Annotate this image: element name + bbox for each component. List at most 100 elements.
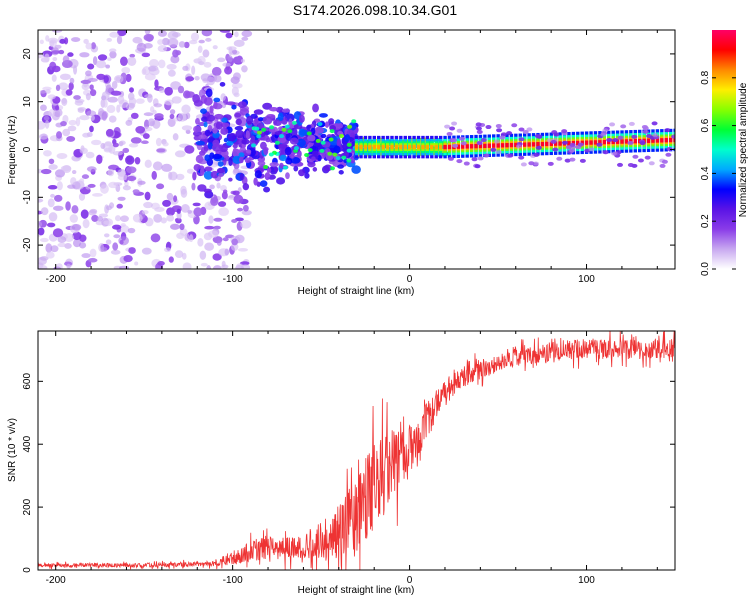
spectral-blob (120, 223, 126, 227)
spectral-blob (197, 184, 207, 192)
spectral-blob (451, 121, 458, 126)
spectral-blob (232, 49, 238, 55)
spectral-blob (231, 82, 243, 89)
spectral-blob (200, 73, 211, 82)
spectral-blob (197, 45, 203, 53)
spectral-blob (228, 177, 233, 182)
spectral-blob (95, 60, 107, 69)
spectral-blob (42, 86, 52, 91)
spectral-blob (329, 166, 335, 171)
spectral-blob (50, 245, 59, 253)
spectral-line-cell (576, 140, 580, 146)
spectral-blob (135, 125, 146, 134)
spectral-blob (485, 125, 492, 130)
spectral-blob (38, 120, 46, 130)
spectral-blob (317, 121, 323, 126)
spectral-blob (67, 184, 76, 189)
spectral-blob (80, 209, 89, 219)
spectral-blob (145, 34, 154, 42)
spectral-blob (199, 250, 207, 260)
spectral-blob (55, 105, 60, 111)
spectral-blob (304, 152, 310, 157)
spectral-blob (152, 161, 163, 171)
spectral-blob (495, 124, 502, 129)
spectral-blob (476, 141, 483, 146)
spectral-blob (92, 193, 103, 197)
y-tick-label: 400 (22, 435, 33, 452)
spectral-blob (142, 133, 150, 139)
spectral-blob (294, 146, 300, 151)
spectral-blob (197, 238, 204, 247)
spectral-blob (67, 125, 77, 132)
spectral-blob (157, 30, 167, 37)
spectral-line-cell (615, 139, 620, 144)
spectral-blob (263, 164, 269, 169)
spectral-blob (106, 37, 113, 42)
spectral-blob (88, 209, 97, 216)
spectral-blob (298, 169, 306, 177)
spectral-line-cell (558, 141, 562, 146)
spectral-blob (201, 116, 209, 123)
spectral-blob (47, 37, 59, 44)
colorbar-tick-label: 0.0 (700, 262, 711, 276)
spectral-blob (96, 154, 103, 164)
spectral-blob (141, 210, 149, 215)
spectral-blob (66, 136, 76, 142)
spectral-blob (181, 252, 187, 260)
spectral-blob (627, 140, 634, 145)
spectral-blob (156, 183, 165, 190)
spectral-blob (153, 103, 163, 108)
spectral-blob (81, 174, 90, 179)
spectral-blob (144, 30, 151, 35)
spectral-blob (87, 258, 98, 263)
spectral-blob (212, 253, 222, 261)
spectral-blob (232, 148, 241, 158)
spectral-blob (268, 106, 279, 112)
spectral-blob (193, 207, 203, 217)
spectral-blob (177, 112, 187, 122)
spectral-blob (495, 150, 502, 155)
spectral-blob (107, 57, 112, 61)
spectral-blob (276, 177, 286, 185)
spectral-line-cell (536, 142, 540, 147)
spectral-blob (217, 57, 226, 63)
spectral-line-cell (434, 144, 438, 150)
spectral-blob (213, 97, 221, 103)
spectral-blob (257, 122, 265, 129)
spectral-blob (175, 173, 185, 181)
spectral-blob (160, 217, 167, 224)
spectral-line-cell (492, 143, 496, 148)
spectral-blob (68, 119, 77, 126)
spectral-blob (107, 96, 118, 103)
spectral-blob (328, 137, 334, 142)
spectral-blob (172, 133, 179, 141)
spectral-blob (335, 156, 341, 161)
spectral-line-cell (624, 139, 629, 144)
spectral-blob (192, 202, 201, 207)
spectral-blob (568, 148, 575, 153)
spectral-blob (262, 102, 273, 110)
snr-series-line (38, 331, 675, 570)
spectral-blob (221, 191, 228, 200)
spectral-blob (203, 121, 208, 128)
spectral-blob (242, 204, 249, 212)
spectral-blob (564, 158, 571, 163)
spectral-blob (222, 237, 229, 242)
spectral-blob (220, 127, 229, 135)
x-tick-label: -100 (223, 274, 243, 285)
spectral-blob (97, 54, 108, 61)
spectral-blob (174, 150, 186, 158)
spectral-line-cell (416, 144, 421, 150)
spectral-blob (336, 138, 342, 148)
spectral-blob (148, 66, 157, 72)
spectral-blob (52, 57, 58, 62)
spectral-blob (221, 260, 226, 267)
spectral-blob (212, 153, 223, 160)
spectral-blob (168, 256, 174, 263)
spectral-line-cell (363, 144, 368, 150)
spectral-blob (213, 217, 223, 222)
spectral-blob (48, 164, 58, 170)
spectral-blob (220, 93, 226, 101)
spectral-line-cell (500, 143, 505, 148)
spectral-blob (553, 132, 560, 137)
